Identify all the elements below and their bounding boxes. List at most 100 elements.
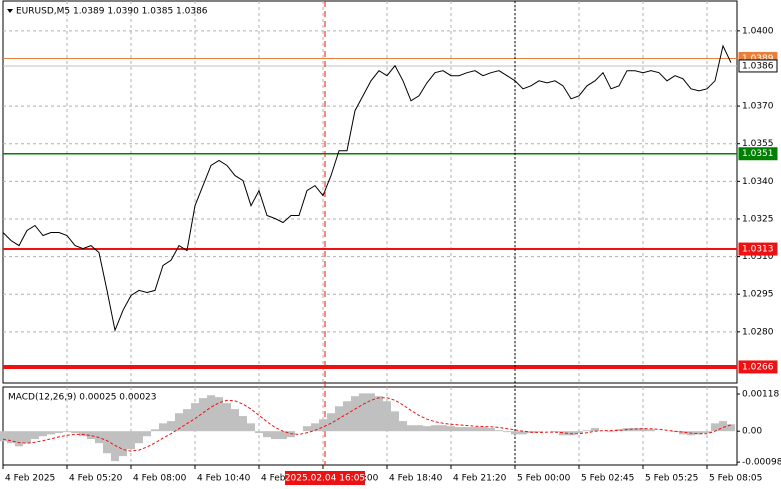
macd-bar: [647, 429, 655, 432]
macd-bar: [415, 425, 423, 432]
x-tick-label: 5 Feb 00:00: [517, 474, 571, 484]
macd-bar: [79, 431, 87, 437]
y-tick-label: 0.00: [742, 427, 762, 437]
level-label: 1.0386: [742, 61, 774, 71]
macd-bar: [39, 431, 47, 437]
macd-bar: [207, 395, 215, 432]
macd-bar: [215, 397, 223, 432]
macd-bar: [199, 398, 207, 432]
macd-bar: [615, 429, 623, 432]
y-tick-label: -0.00098: [742, 458, 781, 468]
macd-bar: [487, 428, 495, 432]
macd-bar: [191, 403, 199, 432]
y-tick-label: 0.00118: [742, 389, 779, 399]
x-tick-label: 5 Feb 08:05: [709, 474, 762, 484]
y-tick-label: 1.0295: [742, 290, 774, 300]
macd-bar: [367, 393, 375, 432]
price-frame: [2, 0, 738, 384]
macd-bar: [583, 430, 591, 432]
macd-bar: [263, 431, 271, 438]
macd-bar: [223, 403, 231, 432]
macd-bar: [535, 431, 543, 433]
macd-bar: [47, 431, 55, 435]
macd-bar: [391, 411, 399, 432]
y-tick-label: 1.0310: [742, 252, 774, 262]
macd-bar: [279, 431, 287, 440]
level-label: 1.0313: [742, 245, 774, 255]
level-label-box: [738, 360, 778, 374]
macd-bar: [591, 428, 599, 432]
macd-bar: [479, 427, 487, 432]
x-tick-label: 5 Feb 02:45: [581, 474, 634, 484]
x-tick-label: 4 Feb 05:20: [69, 474, 123, 484]
macd-bar: [351, 396, 359, 432]
macd-bar: [231, 409, 239, 432]
macd-bar: [167, 421, 175, 432]
macd-bar: [55, 431, 63, 434]
level-label: 1.0351: [742, 149, 774, 159]
macd-bar: [439, 425, 447, 432]
x-tick-label: 4 Feb 2025: [5, 474, 55, 484]
level-label-box: [738, 147, 778, 161]
time-highlight-label: 2025.02.04 16:05: [285, 474, 365, 484]
y-tick-label: 1.0325: [742, 214, 774, 224]
macd-bar: [695, 431, 703, 435]
macd-bar: [111, 431, 119, 462]
x-tick-label: 4 Feb 21:20: [453, 474, 507, 484]
macd-bar: [639, 428, 647, 432]
macd-bar: [7, 431, 15, 444]
macd-bar: [63, 431, 71, 433]
macd-bar: [447, 426, 455, 432]
macd-bar: [303, 426, 311, 432]
x-tick-label: 4 Feb 08:00: [133, 474, 187, 484]
macd-bar: [463, 427, 471, 432]
macd-bar: [559, 431, 567, 436]
macd-bar: [119, 431, 127, 457]
macd-bar: [607, 431, 615, 433]
macd-bar: [175, 413, 183, 432]
macd-bar: [87, 431, 95, 440]
macd-bar: [183, 409, 191, 432]
level-label-box: [738, 59, 778, 73]
macd-bar: [431, 425, 439, 432]
macd-bar: [319, 419, 327, 432]
macd-bar: [343, 401, 351, 432]
chart-title: EURUSD,M5 1.0389 1.0390 1.0385 1.0386: [16, 7, 208, 17]
macd-bar: [247, 423, 255, 432]
macd-bar: [575, 431, 583, 434]
macd-bar: [151, 429, 159, 432]
y-tick-label: 1.0280: [742, 327, 774, 337]
macd-bar: [327, 413, 335, 432]
macd-title: MACD(12,26,9) 0.00025 0.00023: [8, 393, 157, 403]
x-tick-label: 4 Feb 10:40: [197, 474, 251, 484]
macd-bar: [0, 431, 7, 442]
macd-bar: [399, 421, 407, 432]
y-tick-label: 1.0400: [742, 26, 774, 36]
price-line: [2, 44, 732, 333]
macd-bar: [103, 431, 111, 454]
macd-bar: [519, 431, 527, 435]
macd-bar: [495, 430, 503, 432]
x-tick-label: 4 Feb 18:40: [389, 474, 443, 484]
macd-bar: [135, 431, 143, 444]
macd-bar: [455, 427, 463, 432]
macd-bar: [631, 428, 639, 432]
macd-bar: [551, 431, 559, 433]
signal-line: [2, 397, 732, 452]
macd-bar: [311, 423, 319, 432]
level-label: 1.0389: [742, 54, 774, 64]
macd-bar: [159, 423, 167, 432]
macd-bar: [143, 431, 151, 437]
macd-bar: [271, 431, 279, 440]
macd-bar: [255, 431, 263, 434]
menu-icon: [7, 9, 13, 13]
macd-bar: [423, 426, 431, 432]
macd-bar: [503, 431, 511, 433]
macd-bar: [511, 431, 519, 435]
y-tick-label: 1.0340: [742, 177, 774, 187]
macd-bar: [127, 431, 135, 450]
macd-bar: [31, 431, 39, 440]
y-tick-label: 1.0355: [742, 139, 774, 149]
